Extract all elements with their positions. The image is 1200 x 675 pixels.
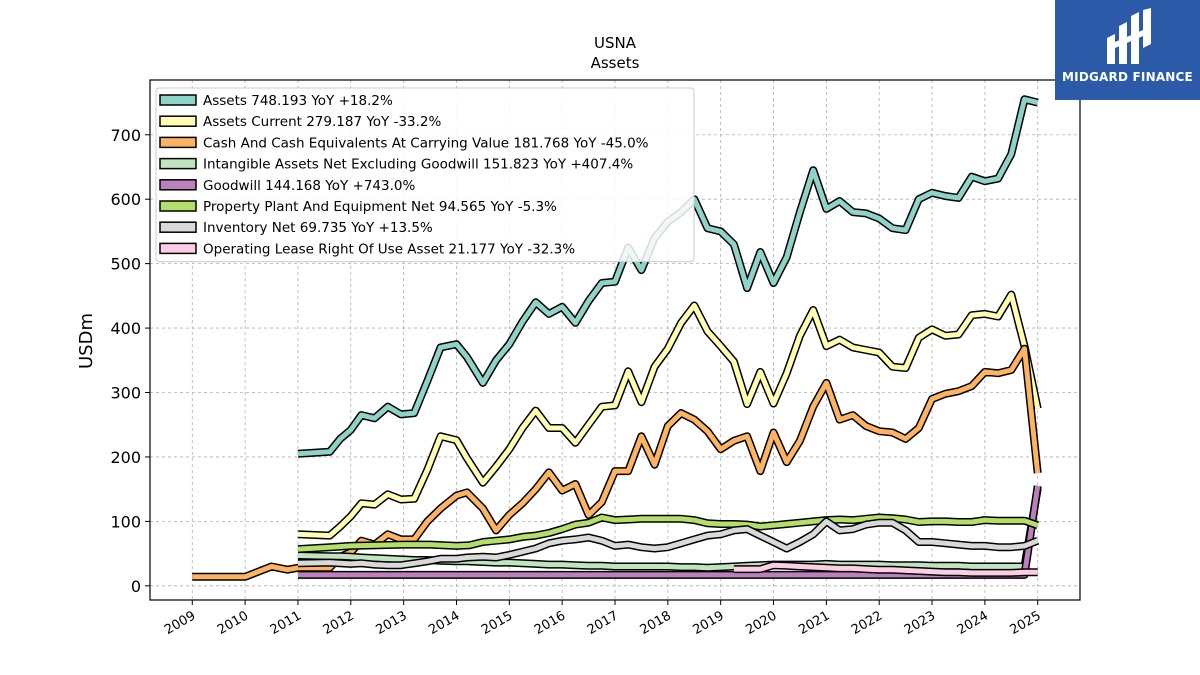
- legend-label: Operating Lease Right Of Use Asset 21.17…: [203, 241, 575, 257]
- legend-box: [155, 87, 695, 263]
- x-tick-label: 2012: [321, 608, 357, 638]
- series-path: [297, 515, 1039, 552]
- chart-title: USNA: [594, 34, 637, 52]
- y-tick-label: 100: [110, 512, 141, 531]
- x-tick-label: 2010: [215, 608, 251, 638]
- series-line-2: [192, 344, 1042, 581]
- x-tick-label: 2016: [532, 608, 568, 638]
- legend-entry-2: Cash And Cash Equivalents At Carrying Va…: [159, 135, 649, 151]
- series-line-1: [297, 290, 1042, 540]
- legend-swatch: [159, 115, 197, 127]
- series-line-6: [297, 517, 1040, 570]
- series-path: [733, 562, 1038, 576]
- legend-swatch: [159, 94, 197, 106]
- y-tick-label: 400: [110, 319, 141, 338]
- x-tick-label: 2009: [162, 608, 198, 638]
- x-tick-label: 2022: [849, 608, 885, 638]
- chart-subtitle: Assets: [591, 54, 640, 72]
- legend: Assets 748.193 YoY +18.2% Assets Current …: [155, 87, 695, 263]
- legend-label: Intangible Assets Net Excluding Goodwill…: [203, 157, 633, 173]
- legend-swatch: [159, 157, 197, 170]
- y-tick-label: 300: [110, 384, 141, 403]
- x-tick-label: 2015: [479, 608, 515, 638]
- legend-swatch: [159, 221, 197, 233]
- x-tick-label: 2021: [796, 608, 832, 638]
- x-tick-label: 2014: [426, 608, 462, 638]
- series-path: [192, 346, 1041, 580]
- y-tick-label: 200: [110, 448, 141, 467]
- legend-swatch: [159, 200, 197, 212]
- y-tick-label: 600: [110, 190, 141, 209]
- x-tick-label: 2019: [691, 608, 727, 638]
- y-tick-label: 700: [110, 126, 141, 145]
- legend-label: Inventory Net 69.735 YoY +13.5%: [203, 220, 433, 236]
- legend-label: Goodwill 144.168 YoY +743.0%: [203, 178, 415, 194]
- legend-label: Cash And Cash Equivalents At Carrying Va…: [203, 135, 649, 151]
- legend-label: Assets Current 279.187 YoY -33.2%: [203, 114, 442, 130]
- legend-swatch: [159, 242, 197, 255]
- legend-entry-4: Goodwill 144.168 YoY +743.0%: [159, 178, 415, 194]
- series-line-7: [733, 561, 1038, 577]
- brand-name: MIDGARD FINANCE: [1062, 70, 1193, 84]
- legend-entry-5: Property Plant And Equipment Net 94.565 …: [159, 199, 557, 215]
- x-tick-label: 2013: [373, 608, 409, 638]
- legend-entry-3: Intangible Assets Net Excluding Goodwill…: [159, 157, 633, 173]
- legend-label: Property Plant And Equipment Net 94.565 …: [203, 199, 557, 215]
- series-line-5: [297, 513, 1040, 554]
- legend-swatch: [159, 136, 197, 149]
- x-tick-label: 2024: [955, 608, 991, 638]
- legend-entry-0: Assets 748.193 YoY +18.2%: [159, 93, 393, 109]
- x-tick-label: 2011: [268, 608, 304, 638]
- legend-swatch: [159, 179, 197, 191]
- midgard-finance-logo: MIDGARD FINANCE: [1055, 0, 1200, 100]
- legend-label: Assets 748.193 YoY +18.2%: [203, 93, 393, 109]
- x-tick-label: 2017: [585, 608, 621, 638]
- legend-entry-7: Operating Lease Right Of Use Asset 21.17…: [159, 241, 575, 257]
- x-tick-label: 2025: [1008, 608, 1044, 638]
- y-tick-label: 500: [110, 255, 141, 274]
- x-tick-label: 2020: [743, 608, 779, 638]
- x-tick-label: 2023: [902, 608, 938, 638]
- y-axis-label: USDm: [76, 313, 97, 369]
- series-path: [297, 518, 1039, 568]
- series-path: [297, 292, 1041, 539]
- logo-mark-icon: [1107, 8, 1151, 64]
- legend-entry-1: Assets Current 279.187 YoY -33.2%: [159, 114, 442, 130]
- x-tick-label: 2018: [638, 608, 674, 638]
- y-tick-label: 0: [131, 577, 141, 596]
- legend-entry-6: Inventory Net 69.735 YoY +13.5%: [159, 220, 433, 236]
